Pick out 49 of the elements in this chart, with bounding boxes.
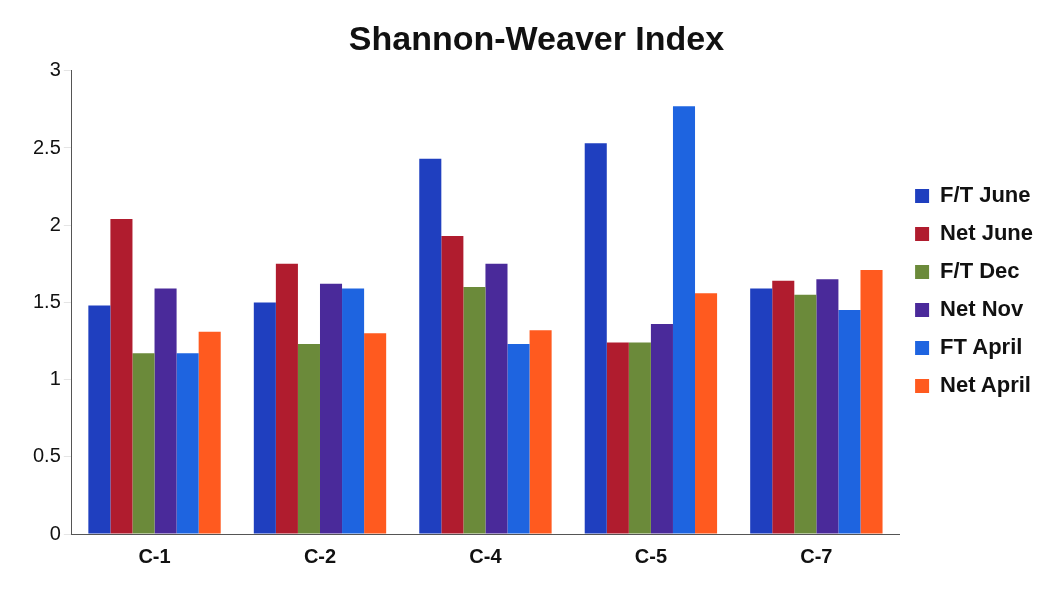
x-tick-label: C-4 xyxy=(469,544,503,567)
x-tick-label: C-5 xyxy=(634,544,668,567)
y-tick-label: 1 xyxy=(49,367,61,390)
bar xyxy=(132,353,155,534)
bar xyxy=(672,106,696,534)
y-tick-label: 2 xyxy=(49,212,61,235)
bar xyxy=(695,293,718,534)
bar xyxy=(772,280,795,534)
legend-label: F/T Dec xyxy=(940,258,1020,284)
bar xyxy=(794,294,817,534)
bar xyxy=(628,342,651,534)
bar xyxy=(88,305,111,534)
bar xyxy=(606,342,629,534)
bar xyxy=(110,219,133,534)
bar xyxy=(816,279,839,534)
bar xyxy=(176,353,199,534)
y-tick-label: 3 xyxy=(49,58,61,81)
legend-label: F/T June xyxy=(940,182,1031,208)
legend-label: Net June xyxy=(940,220,1034,246)
legend-label: FT April xyxy=(940,334,1023,360)
bar xyxy=(507,344,530,534)
x-tick-label: C-7 xyxy=(800,544,833,567)
bar xyxy=(297,344,320,534)
bar xyxy=(253,302,276,534)
bar xyxy=(860,269,883,534)
bar xyxy=(650,324,673,534)
x-tick-label: C-1 xyxy=(138,544,171,567)
y-tick-label: 0.5 xyxy=(32,444,61,467)
bar xyxy=(198,331,221,534)
bar xyxy=(750,288,773,534)
bar xyxy=(342,288,365,534)
bar xyxy=(838,310,861,534)
legend-label: Net Nov xyxy=(940,296,1024,322)
bar xyxy=(584,143,607,534)
legend-label: Net April xyxy=(940,372,1031,398)
bar xyxy=(485,263,508,534)
bar xyxy=(154,288,177,534)
y-tick-label: 2.5 xyxy=(32,135,61,158)
bar xyxy=(419,158,442,534)
bar xyxy=(319,283,343,534)
bar xyxy=(364,333,387,534)
bar xyxy=(275,263,298,534)
bar xyxy=(463,286,486,534)
x-tick-label: C-2 xyxy=(303,544,337,567)
chart-title: Shannon-Weaver Index xyxy=(348,18,725,57)
bar xyxy=(529,330,552,534)
y-tick-label: 0 xyxy=(49,521,61,544)
bar xyxy=(441,236,464,534)
y-tick-label: 1.5 xyxy=(32,289,61,312)
